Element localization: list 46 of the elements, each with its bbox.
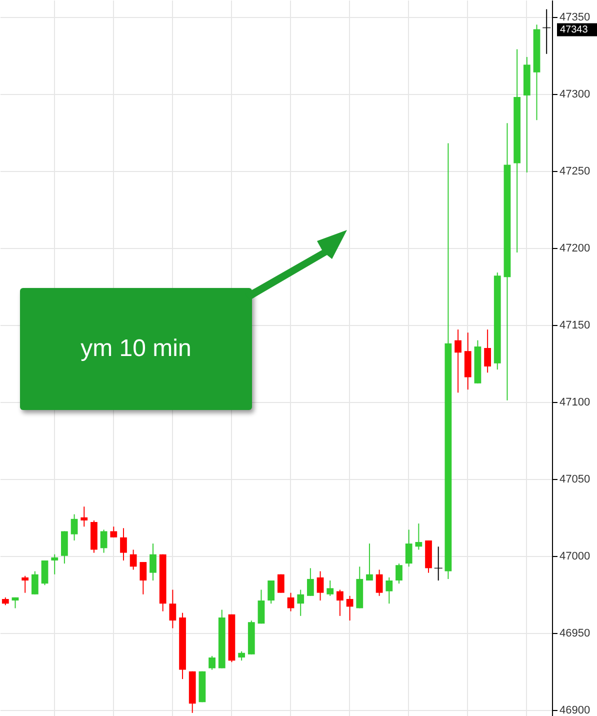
candlestick [150,543,156,581]
candlestick [326,580,334,596]
candlestick [366,543,373,581]
y-tick-label: 47150 [560,319,590,332]
candlestick [405,529,412,568]
candlestick [51,554,58,575]
candlestick [31,570,38,595]
candlestick [238,650,246,662]
candlestick [110,526,118,538]
y-tick-label: 47200 [560,242,590,254]
candlestick [100,529,108,554]
candlestick [80,506,88,528]
candlestick [70,514,78,541]
candlestick [297,589,304,616]
candlestick [287,592,294,612]
y-tick-label: 47100 [560,396,590,408]
y-tick-label: 47050 [560,473,590,486]
candlestick [258,589,265,624]
candlestick [484,329,491,374]
y-tick-label: 46900 [560,704,590,716]
candlestick [434,546,442,581]
candlestick [41,560,48,586]
candlestick [316,570,324,602]
candlestick [277,574,284,594]
candlestick [130,549,137,570]
candlestick [306,568,314,596]
y-tick-label: 47000 [560,550,590,562]
candlestick [346,595,354,622]
y-tick-label: 47300 [560,88,590,100]
candlestick [415,523,422,550]
y-tick-label: 47250 [560,165,590,178]
candlestick [336,589,344,616]
candlestick [376,569,383,596]
candlestick [396,563,402,584]
candlestick [22,575,29,594]
candlestick [120,528,127,561]
candlestick [268,580,275,604]
candlestick [454,329,462,394]
candlestick [140,562,147,595]
callout-box: ym 10 min [20,288,252,410]
y-tick-label: 47350 [560,11,590,24]
y-tick-label: 46950 [560,627,590,640]
candlestick [386,576,393,604]
text: 47343 [560,24,588,36]
candlestick [169,589,176,629]
candlestick [208,655,216,670]
